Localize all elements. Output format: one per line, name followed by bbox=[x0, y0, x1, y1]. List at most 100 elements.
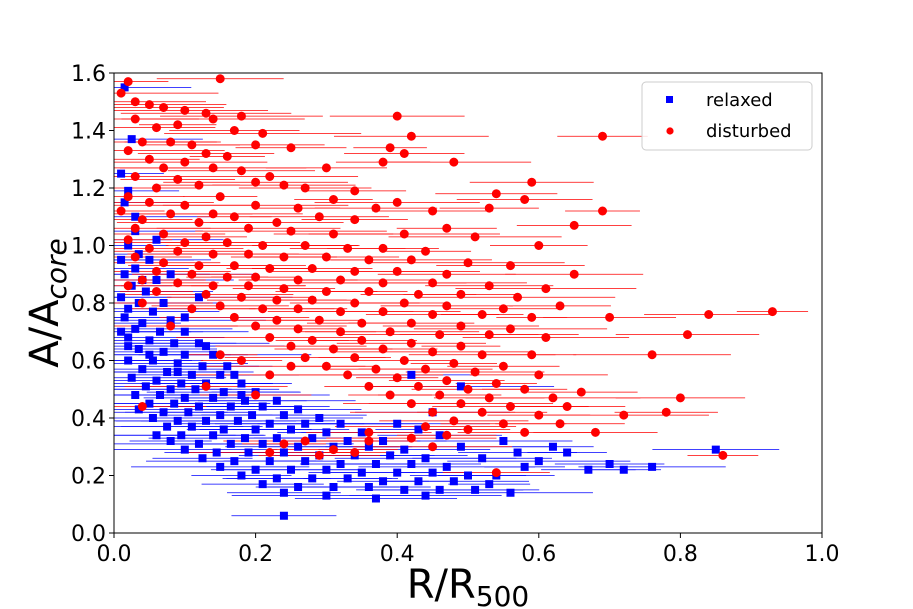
data-point-disturbed bbox=[215, 350, 225, 360]
data-point-disturbed bbox=[421, 364, 431, 374]
data-point-disturbed bbox=[159, 258, 169, 268]
data-point-disturbed bbox=[392, 197, 402, 207]
x-tick-label: 0.4 bbox=[380, 542, 415, 567]
data-point-disturbed bbox=[576, 387, 586, 397]
data-point-disturbed bbox=[477, 350, 487, 360]
legend-box bbox=[641, 81, 813, 151]
data-point-relaxed bbox=[145, 350, 154, 359]
data-point-relaxed bbox=[449, 477, 458, 486]
data-point-relaxed bbox=[138, 319, 147, 328]
legend-marker-disturbed bbox=[666, 127, 674, 135]
data-point-relaxed bbox=[152, 431, 161, 440]
data-point-disturbed bbox=[598, 131, 608, 141]
data-point-disturbed bbox=[435, 390, 445, 400]
data-point-relaxed bbox=[138, 365, 147, 374]
data-point-relaxed bbox=[198, 362, 207, 371]
data-point-disturbed bbox=[343, 370, 353, 380]
data-point-disturbed bbox=[265, 370, 275, 380]
data-point-disturbed bbox=[201, 149, 211, 158]
data-point-disturbed bbox=[442, 430, 452, 440]
data-point-relaxed bbox=[279, 448, 288, 457]
data-point-disturbed bbox=[428, 442, 438, 452]
data-point-disturbed bbox=[378, 157, 388, 167]
data-point-disturbed bbox=[293, 304, 303, 314]
data-point-disturbed bbox=[527, 177, 537, 187]
data-point-disturbed bbox=[194, 218, 204, 227]
data-point-disturbed bbox=[661, 407, 671, 417]
data-point-relaxed bbox=[141, 382, 150, 391]
data-point-relaxed bbox=[166, 385, 175, 394]
data-point-disturbed bbox=[166, 137, 176, 147]
data-point-disturbed bbox=[279, 284, 289, 294]
data-point-disturbed bbox=[244, 281, 254, 291]
data-point-disturbed bbox=[300, 353, 310, 363]
y-tick-label: 1.6 bbox=[71, 62, 106, 87]
data-point-disturbed bbox=[357, 318, 367, 328]
data-point-disturbed bbox=[364, 381, 374, 391]
data-point-relaxed bbox=[117, 255, 126, 264]
data-point-relaxed bbox=[322, 465, 331, 474]
data-point-relaxed bbox=[272, 474, 281, 483]
data-point-disturbed bbox=[428, 347, 438, 357]
data-point-disturbed bbox=[236, 166, 246, 176]
data-point-relaxed bbox=[127, 135, 136, 144]
data-point-disturbed bbox=[144, 100, 154, 110]
data-point-relaxed bbox=[134, 250, 143, 259]
data-point-disturbed bbox=[336, 327, 346, 337]
data-point-relaxed bbox=[156, 327, 165, 336]
data-point-disturbed bbox=[357, 335, 367, 345]
data-point-disturbed bbox=[385, 143, 395, 153]
data-point-disturbed bbox=[350, 353, 360, 363]
data-point-relaxed bbox=[506, 488, 515, 497]
data-point-relaxed bbox=[159, 347, 168, 356]
data-point-relaxed bbox=[322, 428, 331, 437]
data-point-disturbed bbox=[336, 307, 346, 317]
data-point-disturbed bbox=[421, 422, 431, 432]
data-point-disturbed bbox=[675, 393, 685, 403]
data-point-relaxed bbox=[134, 405, 143, 414]
data-point-disturbed bbox=[392, 266, 402, 276]
data-point-relaxed bbox=[187, 422, 196, 431]
data-point-disturbed bbox=[406, 255, 416, 265]
data-point-relaxed bbox=[191, 385, 200, 394]
data-point-disturbed bbox=[562, 402, 572, 411]
data-point-disturbed bbox=[130, 114, 140, 124]
data-point-relaxed bbox=[414, 477, 423, 486]
data-point-disturbed bbox=[123, 192, 133, 202]
data-point-relaxed bbox=[294, 483, 303, 491]
data-point-disturbed bbox=[406, 318, 416, 328]
data-point-disturbed bbox=[498, 361, 508, 371]
data-point-disturbed bbox=[421, 246, 431, 256]
data-point-disturbed bbox=[505, 324, 515, 334]
data-point-relaxed bbox=[152, 276, 161, 284]
data-point-relaxed bbox=[248, 411, 257, 420]
data-point-relaxed bbox=[120, 198, 129, 207]
data-point-disturbed bbox=[399, 356, 409, 365]
data-point-disturbed bbox=[378, 307, 388, 317]
data-point-relaxed bbox=[170, 399, 179, 408]
data-point-relaxed bbox=[237, 471, 246, 480]
data-point-relaxed bbox=[194, 339, 203, 348]
data-point-disturbed bbox=[265, 172, 275, 181]
data-point-disturbed bbox=[328, 344, 338, 354]
data-point-disturbed bbox=[378, 344, 388, 354]
data-point-disturbed bbox=[590, 427, 600, 437]
data-point-disturbed bbox=[201, 289, 211, 299]
data-point-disturbed bbox=[251, 177, 261, 187]
data-point-disturbed bbox=[321, 163, 331, 173]
x-tick-label: 1.0 bbox=[805, 542, 840, 567]
data-point-relaxed bbox=[251, 425, 260, 434]
data-point-relaxed bbox=[120, 270, 129, 279]
data-point-relaxed bbox=[166, 437, 175, 445]
data-point-disturbed bbox=[187, 269, 197, 279]
data-point-relaxed bbox=[308, 434, 317, 443]
data-point-relaxed bbox=[240, 396, 249, 405]
data-point-relaxed bbox=[513, 448, 522, 457]
y-axis-title-subscript: core bbox=[40, 238, 73, 299]
data-point-relaxed bbox=[371, 460, 380, 468]
data-point-disturbed bbox=[605, 312, 615, 322]
data-point-relaxed bbox=[177, 431, 186, 440]
data-point-relaxed bbox=[534, 457, 543, 466]
data-point-disturbed bbox=[244, 249, 254, 259]
data-point-disturbed bbox=[598, 206, 608, 216]
